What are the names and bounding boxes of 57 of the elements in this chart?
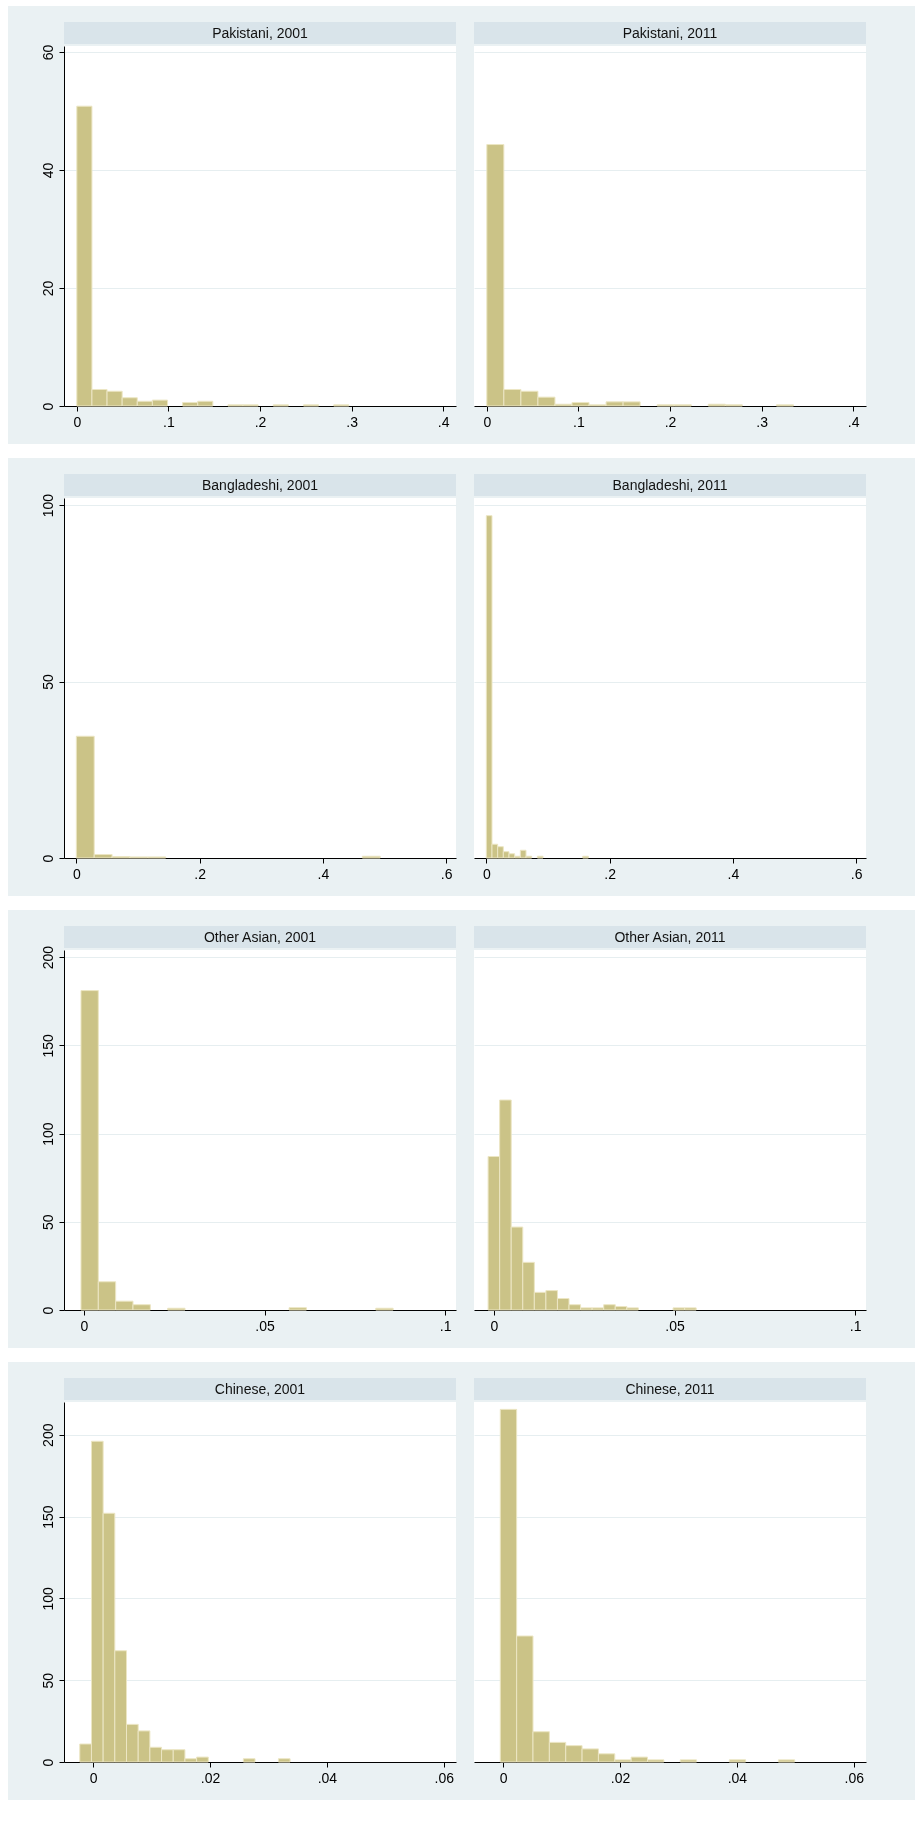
x-tick-label: .4 bbox=[317, 865, 330, 882]
x-tick-label: .05 bbox=[665, 1317, 685, 1334]
y-tick-label: 50 bbox=[39, 1672, 56, 1689]
y-tick-label: 150 bbox=[39, 1505, 56, 1529]
y-tick-label: 50 bbox=[39, 674, 56, 690]
chart-title: Chinese, 2001 bbox=[64, 1378, 456, 1400]
chart-title: Bangladeshi, 2001 bbox=[64, 474, 456, 496]
x-tick-label: .1 bbox=[439, 1317, 452, 1334]
chart-title: Bangladeshi, 2011 bbox=[474, 474, 866, 496]
x-tick-label: .1 bbox=[849, 1317, 862, 1334]
y-tick-label: 100 bbox=[39, 493, 56, 518]
x-tick-label: 0 bbox=[72, 865, 81, 882]
x-tick-label: 0 bbox=[490, 1317, 499, 1334]
x-tick-label: 0 bbox=[80, 1317, 89, 1334]
y-tick-label: 100 bbox=[39, 1586, 56, 1611]
chart-title: Pakistani, 2001 bbox=[64, 22, 456, 44]
x-tick-label: 0 bbox=[73, 413, 82, 430]
chart-title: Other Asian, 2001 bbox=[64, 926, 456, 948]
x-tick-label: 0 bbox=[483, 413, 492, 430]
y-tick-label: 0 bbox=[39, 1758, 56, 1767]
x-tick-label: 0 bbox=[499, 1769, 508, 1786]
y-tick-label: 60 bbox=[39, 44, 56, 61]
x-tick-label: .2 bbox=[254, 413, 267, 430]
x-tick-label: 0 bbox=[89, 1769, 98, 1786]
x-tick-label: 0 bbox=[482, 865, 491, 882]
y-tick-label: 0 bbox=[39, 1306, 56, 1315]
chart-title: Pakistani, 2011 bbox=[474, 22, 866, 44]
y-tick-label: 100 bbox=[39, 1122, 56, 1146]
y-tick-label: 200 bbox=[39, 945, 56, 970]
y-tick-label: 40 bbox=[39, 162, 56, 179]
y-tick-label: 50 bbox=[39, 1214, 56, 1231]
y-tick-label: 0 bbox=[39, 854, 56, 863]
x-tick-label: .05 bbox=[255, 1317, 275, 1334]
x-tick-label: .4 bbox=[847, 413, 860, 430]
y-tick-label: 0 bbox=[39, 402, 56, 411]
x-tick-label: .4 bbox=[437, 413, 450, 430]
chart-title: Chinese, 2011 bbox=[474, 1378, 866, 1400]
x-tick-label: .1 bbox=[163, 413, 175, 430]
x-tick-label: .02 bbox=[200, 1769, 221, 1786]
x-tick-label: .02 bbox=[610, 1769, 631, 1786]
x-tick-label: .3 bbox=[346, 413, 359, 430]
chart-title: Other Asian, 2011 bbox=[474, 926, 866, 948]
x-tick-label: .3 bbox=[756, 413, 769, 430]
y-tick-label: 200 bbox=[39, 1423, 56, 1447]
x-tick-label: .6 bbox=[850, 865, 863, 882]
x-tick-label: .2 bbox=[194, 865, 207, 882]
y-tick-label: 150 bbox=[39, 1033, 56, 1058]
x-tick-label: .6 bbox=[440, 865, 453, 882]
x-tick-label: .1 bbox=[573, 413, 585, 430]
y-tick-label: 20 bbox=[39, 280, 56, 297]
x-tick-label: .06 bbox=[434, 1769, 455, 1786]
x-tick-label: .06 bbox=[844, 1769, 865, 1786]
x-tick-label: .2 bbox=[604, 865, 617, 882]
x-tick-label: .04 bbox=[317, 1769, 338, 1786]
x-tick-label: .04 bbox=[727, 1769, 748, 1786]
x-tick-label: .4 bbox=[727, 865, 740, 882]
x-tick-label: .2 bbox=[664, 413, 677, 430]
